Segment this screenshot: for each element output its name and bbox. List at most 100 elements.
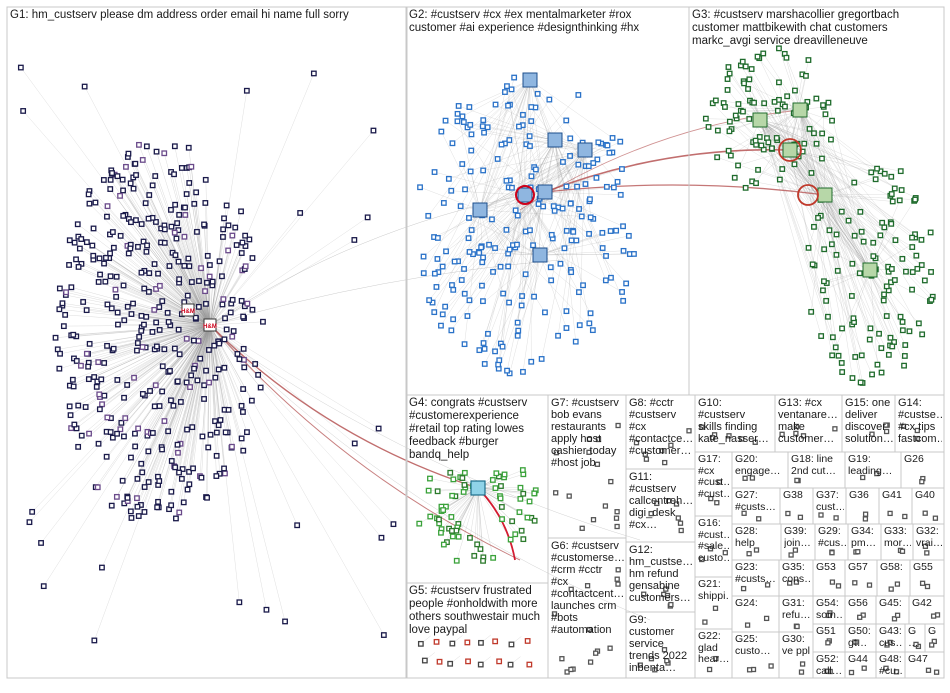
g1-node <box>352 238 357 243</box>
g2-node <box>583 182 588 187</box>
small-group-node <box>795 478 799 482</box>
g2-node <box>605 143 610 148</box>
g2-node <box>443 304 448 309</box>
g1-node <box>170 459 175 464</box>
g2-node <box>501 291 506 296</box>
g1-node <box>295 523 300 528</box>
g1-node <box>128 246 133 251</box>
g2-node <box>460 278 465 283</box>
g1-node <box>245 89 250 94</box>
g1-node <box>86 364 91 369</box>
g1-node <box>129 509 134 513</box>
g2-node <box>460 114 465 119</box>
g3-node <box>784 56 789 61</box>
g2-node <box>447 177 452 182</box>
g4-node <box>521 492 526 497</box>
group-panel-g28 <box>732 524 781 560</box>
g3-node <box>869 170 874 175</box>
g1-node <box>147 193 152 198</box>
g1-node <box>137 143 142 148</box>
g1-node <box>250 308 255 313</box>
small-group-node <box>864 512 868 516</box>
g1-node <box>187 482 192 487</box>
g3-node <box>716 128 721 133</box>
small-group-node <box>665 659 669 663</box>
g1-node <box>131 186 136 191</box>
group-panel-g49 <box>925 624 944 652</box>
g4-node <box>449 515 454 520</box>
g2-node <box>452 259 457 264</box>
g1-node <box>222 216 227 221</box>
g2-node <box>512 75 517 80</box>
g2-node <box>588 197 593 202</box>
g1-node <box>229 310 234 315</box>
small-group-node <box>920 480 924 484</box>
small-group-node <box>903 515 907 519</box>
small-group-node <box>663 461 667 465</box>
g1-node <box>76 265 81 270</box>
g2-node <box>515 242 520 247</box>
g4-node <box>517 510 522 515</box>
g2-node <box>571 230 576 235</box>
g1-node <box>53 336 58 341</box>
g1-node <box>132 376 137 381</box>
small-group-node <box>861 476 865 480</box>
g3-node <box>879 370 884 375</box>
small-group-node <box>748 668 752 672</box>
small-group-node <box>789 553 793 557</box>
small-group-node <box>603 504 607 508</box>
g1-node <box>174 516 179 521</box>
g1-node <box>87 201 92 206</box>
small-group-node <box>643 452 647 456</box>
g2-node <box>507 138 512 143</box>
g1-node <box>183 205 188 210</box>
g2-node <box>432 170 437 175</box>
g2-node <box>493 349 498 354</box>
g1-node <box>242 358 247 363</box>
g4-node <box>460 476 465 481</box>
g1-node <box>57 307 62 312</box>
g2-node <box>506 103 511 108</box>
g1-node <box>169 490 174 495</box>
g1-node <box>207 380 212 385</box>
g3-node <box>715 155 720 160</box>
g1-node <box>141 158 146 163</box>
small-group-node <box>669 603 673 607</box>
g4-node <box>525 515 530 520</box>
g1-node <box>190 280 195 285</box>
g1-node <box>115 310 120 315</box>
g3-node <box>928 230 933 235</box>
g1-node <box>186 293 191 298</box>
g1-node <box>230 233 235 238</box>
g1-node <box>92 375 97 380</box>
group-panel-g10 <box>695 395 775 452</box>
g1-node <box>235 352 240 357</box>
g3-node <box>917 321 922 326</box>
small-group-node <box>635 441 639 445</box>
group-panel-g39 <box>781 524 815 560</box>
g1-node <box>185 337 190 342</box>
g4-node <box>455 559 460 564</box>
g3-node <box>885 284 890 289</box>
g1-node <box>223 471 228 476</box>
g3-node <box>850 376 855 381</box>
g1-node <box>157 305 162 310</box>
g2-node <box>483 362 488 367</box>
g3-node <box>822 247 827 252</box>
small-group-node <box>902 424 906 428</box>
g4-node <box>494 471 499 476</box>
g2-node <box>564 184 569 189</box>
g1-node <box>230 298 235 303</box>
g1-node <box>121 283 126 288</box>
edge <box>800 110 882 373</box>
g1-node <box>144 315 149 320</box>
g3-node <box>836 354 841 359</box>
g4-node <box>428 514 433 519</box>
g3-node <box>879 346 884 351</box>
g3-node <box>840 361 845 366</box>
g1-node <box>160 447 165 452</box>
g3-node <box>868 326 873 331</box>
small-group-node <box>853 581 857 585</box>
g4-node <box>493 486 498 491</box>
small-group-node <box>708 668 712 672</box>
